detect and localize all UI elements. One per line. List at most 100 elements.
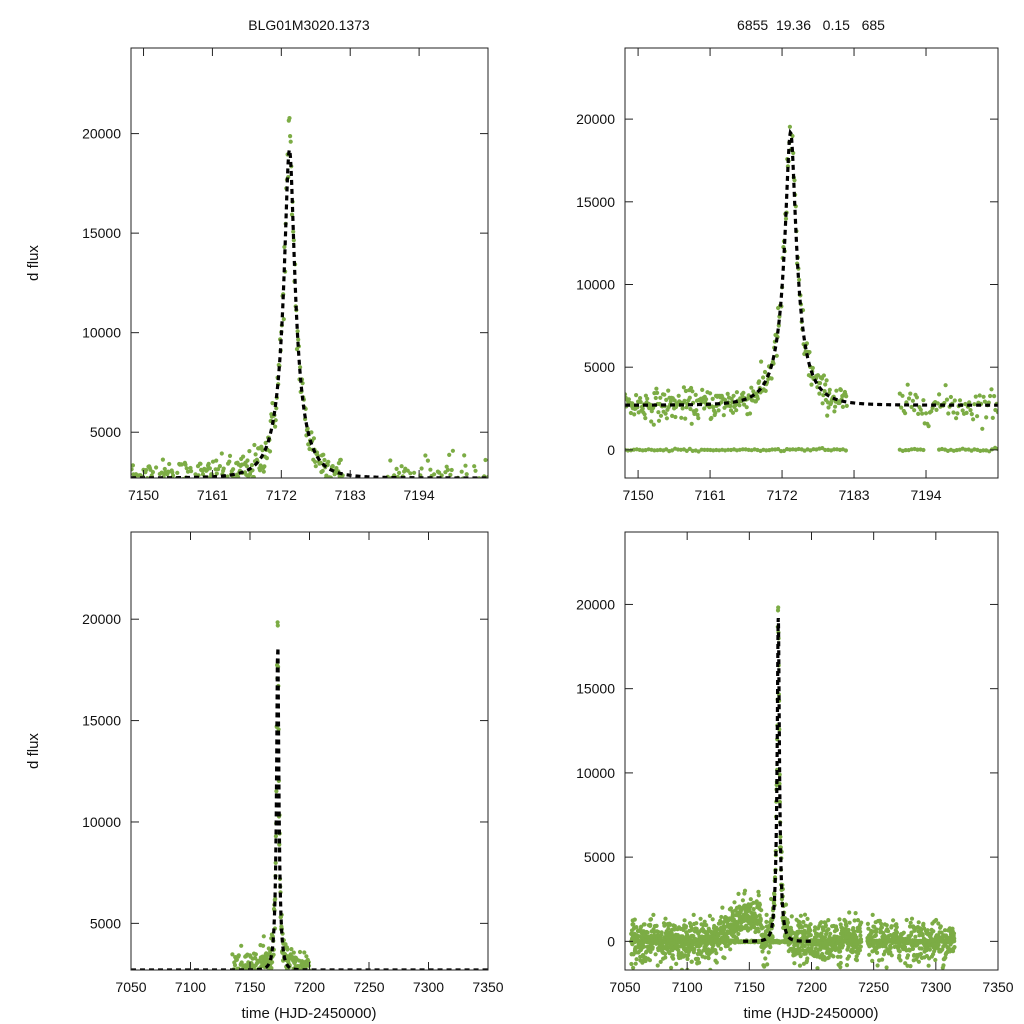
data-point bbox=[948, 394, 954, 400]
data-point bbox=[990, 415, 995, 420]
panel-top-left: 5000 10000 15000 20000 7150 7161 7172 7183 7194 bbox=[82, 47, 489, 503]
data-point bbox=[288, 139, 293, 144]
data-point bbox=[807, 350, 812, 355]
data-point bbox=[689, 385, 694, 391]
data-point bbox=[632, 412, 637, 417]
data-point bbox=[817, 381, 823, 386]
data-point bbox=[808, 922, 813, 927]
data-point bbox=[322, 457, 327, 463]
x-tick-label: 7150 bbox=[128, 487, 159, 503]
data-point bbox=[800, 925, 805, 930]
data-point bbox=[760, 949, 765, 954]
data-point bbox=[328, 475, 333, 478]
data-point bbox=[792, 961, 797, 966]
data-point-zero bbox=[684, 448, 689, 453]
data-point bbox=[716, 408, 721, 413]
data-point bbox=[937, 392, 942, 397]
data-point bbox=[298, 365, 303, 370]
data-point bbox=[638, 396, 643, 401]
data-point bbox=[760, 925, 766, 930]
data-point bbox=[989, 387, 994, 392]
data-point bbox=[785, 920, 791, 925]
data-point bbox=[236, 953, 241, 958]
y-tick-label: 10000 bbox=[82, 814, 121, 830]
data-point bbox=[423, 453, 428, 458]
data-point bbox=[666, 388, 671, 393]
data-point bbox=[267, 449, 273, 454]
data-point bbox=[289, 947, 294, 952]
data-point bbox=[683, 924, 689, 929]
data-point bbox=[249, 463, 254, 468]
x-tick-label: 7183 bbox=[335, 487, 366, 503]
data-point bbox=[634, 393, 639, 398]
data-point bbox=[838, 960, 843, 966]
data-point bbox=[936, 942, 941, 948]
data-point bbox=[837, 917, 842, 922]
data-point bbox=[143, 468, 149, 473]
data-point bbox=[643, 416, 648, 421]
data-point bbox=[659, 930, 664, 935]
data-point bbox=[658, 413, 664, 418]
data-point bbox=[247, 449, 252, 454]
data-point bbox=[260, 448, 265, 453]
data-point bbox=[844, 403, 849, 408]
data-point bbox=[764, 941, 769, 947]
data-point bbox=[131, 463, 135, 468]
data-point bbox=[873, 933, 879, 938]
data-point bbox=[244, 464, 249, 469]
data-point bbox=[631, 922, 636, 927]
data-point bbox=[692, 947, 697, 952]
data-point bbox=[706, 956, 711, 961]
data-point bbox=[437, 470, 442, 475]
data-point bbox=[654, 386, 659, 391]
data-point bbox=[655, 963, 660, 968]
data-point bbox=[942, 928, 948, 933]
data-point bbox=[648, 922, 653, 927]
data-point bbox=[634, 925, 639, 930]
data-point bbox=[826, 918, 831, 923]
data-point bbox=[179, 462, 184, 467]
data-point bbox=[710, 396, 715, 401]
data-point bbox=[740, 898, 746, 903]
fit-curve bbox=[625, 128, 998, 407]
data-point bbox=[916, 920, 921, 925]
x-tick-label: 7050 bbox=[609, 979, 640, 995]
data-point bbox=[297, 949, 303, 955]
data-point bbox=[735, 936, 740, 942]
data-point bbox=[648, 402, 653, 407]
data-point bbox=[912, 408, 917, 413]
data-point bbox=[819, 376, 825, 381]
data-point bbox=[682, 918, 687, 923]
data-point bbox=[897, 949, 902, 954]
data-point bbox=[821, 373, 827, 378]
data-point bbox=[408, 471, 413, 476]
data-point bbox=[952, 398, 957, 403]
data-point bbox=[951, 410, 956, 415]
data-point bbox=[930, 405, 935, 410]
data-point bbox=[921, 398, 926, 403]
data-point bbox=[275, 620, 280, 625]
data-point bbox=[777, 772, 782, 777]
data-point bbox=[276, 727, 281, 732]
data-point bbox=[184, 466, 189, 471]
data-point bbox=[695, 412, 700, 417]
y-tick-label: 20000 bbox=[82, 611, 121, 627]
data-point bbox=[988, 393, 993, 399]
data-point bbox=[841, 939, 846, 944]
data-point bbox=[834, 927, 840, 933]
data-point bbox=[797, 277, 802, 282]
data-point bbox=[296, 337, 301, 342]
data-point bbox=[464, 472, 469, 477]
data-point bbox=[463, 463, 468, 468]
data-point bbox=[764, 919, 769, 925]
data-point-zero bbox=[963, 447, 968, 452]
data-point bbox=[725, 921, 731, 927]
data-point bbox=[689, 926, 695, 931]
data-point bbox=[449, 467, 454, 473]
data-point bbox=[904, 917, 909, 923]
data-point bbox=[802, 943, 807, 949]
data-point bbox=[916, 411, 921, 416]
data-point bbox=[656, 929, 661, 935]
data-point-zero bbox=[915, 447, 920, 452]
data-point bbox=[695, 956, 701, 962]
